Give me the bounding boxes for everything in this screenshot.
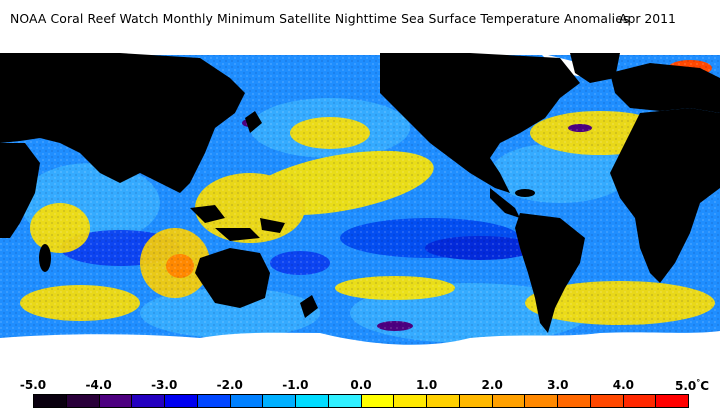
colorbar-tick-label: -1.0 <box>282 378 309 392</box>
colorbar-swatch <box>99 394 133 408</box>
colorbar-tick-label: 3.0 <box>547 378 569 392</box>
colorbar-swatch <box>328 394 362 408</box>
colorbar-tick-value: 5.0 <box>675 379 697 393</box>
colorbar-tick-label: -4.0 <box>85 378 112 392</box>
land-europe <box>610 63 720 113</box>
colorbar-swatch <box>427 394 460 408</box>
colorbar-tick-label: 0.0 <box>350 378 372 392</box>
land-masses <box>0 53 720 333</box>
colorbar-swatch <box>165 394 198 408</box>
colorbar-tick-label: -2.0 <box>216 378 243 392</box>
land-south-america <box>515 213 585 333</box>
colorbar-swatch <box>197 394 231 408</box>
colorbar-tick-label: 1.0 <box>415 378 438 392</box>
colorbar-swatch <box>558 394 591 408</box>
colorbar-swatch <box>66 394 100 408</box>
land-central-america <box>490 188 520 218</box>
colorbar-swatch <box>590 394 624 408</box>
map-date: Apr 2011 <box>619 11 676 26</box>
land-greenland <box>570 53 620 83</box>
land-australia <box>195 248 270 308</box>
sea-ice <box>0 33 720 368</box>
colorbar-swatch <box>459 394 493 408</box>
colorbar-swatch <box>623 394 657 408</box>
colorbar-swatch <box>132 394 165 408</box>
colorbar-swatch <box>394 394 427 408</box>
land-africa-left <box>0 143 40 238</box>
colorbar-swatch <box>263 394 296 408</box>
colorbar-swatch <box>296 394 329 408</box>
land-indonesia <box>190 205 285 241</box>
colorbar <box>33 394 689 408</box>
colorbar-swatch <box>525 394 558 408</box>
colorbar-tick-label: 4.0 <box>612 378 635 392</box>
colorbar-tick-label: 2.0 <box>481 378 503 392</box>
colorbar-unit: ° <box>696 378 701 387</box>
land-north-america <box>380 53 580 193</box>
colorbar-tick-label: -3.0 <box>151 378 178 392</box>
map-title: NOAA Coral Reef Watch Monthly Minimum Sa… <box>10 11 630 26</box>
colorbar-swatch <box>361 394 395 408</box>
colorbar-swatch <box>230 394 264 408</box>
land-africa <box>610 108 720 283</box>
colorbar-tick-label: 5.0°C <box>675 378 709 393</box>
colorbar-swatch <box>33 394 67 408</box>
colorbar-tick-label: -5.0 <box>19 378 47 392</box>
colorbar-unit-letter: C <box>700 379 710 393</box>
colorbar-swatch <box>656 394 689 408</box>
land-eurasia-west <box>0 53 245 193</box>
colorbar-labels: -5.0 -4.0 -3.0 -2.0 -1.0 0.0 1.0 2.0 3.0 4.0 5.0°C <box>0 378 720 394</box>
sst-anomaly-map <box>0 33 720 368</box>
colorbar-swatch <box>492 394 526 408</box>
